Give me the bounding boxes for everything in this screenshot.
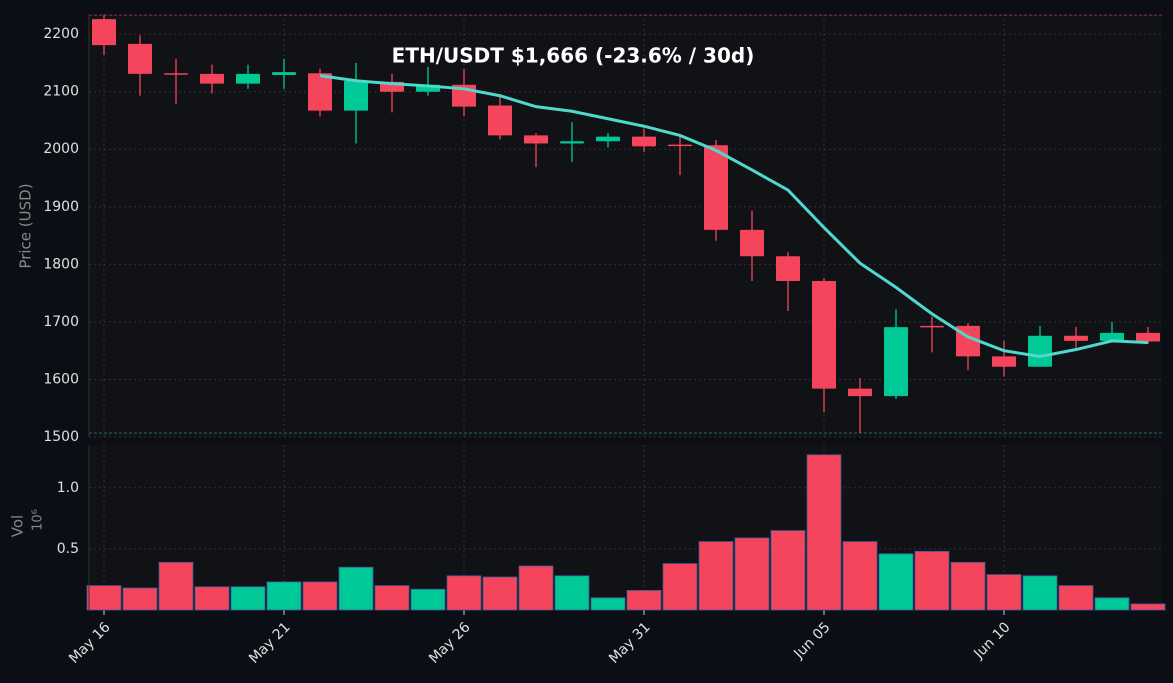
- candle-body: [128, 43, 152, 74]
- y-tick-label: 1900: [43, 199, 79, 215]
- volume-bar: [1130, 603, 1166, 611]
- volume-bar: [590, 597, 626, 611]
- volume-bar: [878, 553, 914, 611]
- y-tick-label: 1700: [43, 314, 79, 330]
- volume-bar: [86, 585, 122, 611]
- volume-axis-label: Vol: [9, 515, 27, 537]
- volume-bar: [374, 585, 410, 611]
- volume-bar: [914, 550, 950, 611]
- volume-bar: [698, 541, 734, 611]
- candle-body: [812, 281, 836, 389]
- volume-bar: [734, 537, 770, 611]
- volume-bar: [986, 574, 1022, 611]
- candle-body: [488, 105, 512, 136]
- candle-body: [272, 72, 296, 76]
- candle-body: [776, 256, 800, 282]
- candle-body: [1136, 332, 1160, 342]
- volume-bar: [122, 587, 158, 611]
- volume-bar: [302, 581, 338, 611]
- volume-bar: [1094, 597, 1130, 611]
- candle-body: [920, 325, 944, 328]
- candle-body: [92, 19, 116, 46]
- candle-body: [596, 136, 620, 142]
- y-tick-label: 2200: [43, 26, 79, 42]
- volume-bar: [446, 575, 482, 611]
- y-tick-label: 1.0: [57, 480, 79, 496]
- candle-body: [884, 327, 908, 397]
- candle-body: [668, 144, 692, 147]
- volume-bar: [518, 565, 554, 611]
- volume-bar: [230, 586, 266, 611]
- candle-body: [308, 73, 332, 111]
- volume-bar: [194, 586, 230, 611]
- candle-body: [524, 135, 548, 144]
- candle-body: [740, 229, 764, 257]
- candle-body: [704, 145, 728, 230]
- volume-bar: [158, 561, 194, 611]
- candle-body: [632, 136, 656, 147]
- volume-bar: [482, 576, 518, 611]
- volume-bar: [266, 581, 302, 611]
- volume-bar: [1022, 575, 1058, 611]
- plot-layer: 150016001700180019002000210022000.51.0Ma…: [43, 14, 1166, 667]
- volume-bar: [950, 561, 986, 611]
- candle-body: [1100, 332, 1124, 341]
- volume-bar: [410, 588, 446, 611]
- y-tick-label: 1600: [43, 371, 79, 387]
- volume-bar: [806, 454, 842, 611]
- candle-body: [200, 73, 224, 84]
- candle-body: [560, 141, 584, 144]
- y-tick-label: 2000: [43, 141, 79, 157]
- volume-bar: [338, 566, 374, 611]
- candle-body: [1028, 335, 1052, 367]
- candle-body: [1064, 335, 1088, 341]
- candle-body: [344, 80, 368, 111]
- candle-body: [848, 388, 872, 397]
- y-tick-label: 1800: [43, 256, 79, 272]
- volume-bar: [662, 563, 698, 611]
- volume-bar: [554, 575, 590, 611]
- moving-average-line: [319, 74, 1149, 358]
- y-tick-label: 2100: [43, 84, 79, 100]
- candle-body: [236, 73, 260, 84]
- candle-body: [992, 356, 1016, 367]
- volume-bar: [1058, 585, 1094, 611]
- candle-body: [164, 73, 188, 75]
- volume-offset-label: 10⁶: [31, 509, 46, 531]
- y-tick-label: 1500: [43, 429, 79, 445]
- volume-bar: [626, 590, 662, 611]
- volume-bar: [770, 530, 806, 611]
- volume-bar: [842, 541, 878, 611]
- price-panel: [89, 14, 1162, 437]
- y-axis-label: Price (USD): [17, 183, 35, 268]
- chart-title: ETH/USDT $1,666 (-23.6% / 30d): [392, 44, 755, 68]
- y-tick-label: 0.5: [57, 541, 79, 557]
